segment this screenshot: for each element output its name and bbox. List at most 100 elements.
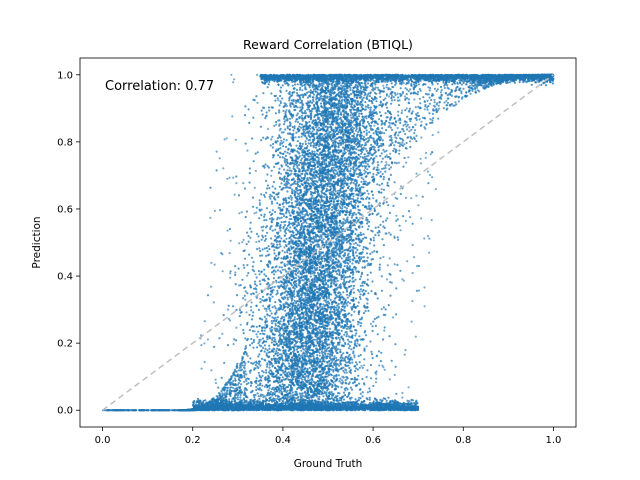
scatter-point [376,333,379,336]
scatter-point [395,219,398,222]
scatter-point [380,191,383,194]
scatter-point [340,386,343,389]
scatter-point [355,213,358,216]
scatter-point [299,86,302,89]
scatter-point [290,196,293,199]
scatter-point [387,87,390,90]
scatter-point [238,309,242,312]
scatter-point [348,366,351,370]
scatter-point [370,96,373,100]
scatter-point [417,264,420,268]
scatter-point [259,249,262,253]
scatter-point [255,304,258,307]
scatter-point [268,384,271,387]
scatter-point [339,210,342,213]
scatter-point [294,120,297,123]
scatter-point [295,92,299,95]
scatter-point [293,295,296,298]
scatter-point [274,352,277,356]
scatter-point [350,216,353,219]
scatter-point [359,231,362,234]
scatter-point [257,384,260,387]
scatter-point [355,345,358,348]
scatter-point [303,176,306,180]
scatter-point [346,321,349,324]
scatter-point [235,175,238,178]
scatter-point [338,338,341,341]
scatter-point [258,387,262,390]
scatter-point [243,114,247,117]
scatter-point [248,121,251,124]
scatter-point [319,340,322,343]
scatter-point [340,257,343,260]
scatter-point [292,266,295,269]
scatter-point [315,171,318,174]
scatter-point [278,104,281,107]
scatter-point [278,332,282,336]
scatter-point [263,344,266,347]
scatter-point [298,185,301,188]
scatter-point [360,176,363,179]
scatter-point [229,270,232,273]
scatter-point [326,271,329,274]
scatter-point [337,336,340,339]
scatter-point [382,225,385,228]
scatter-point [395,287,398,290]
scatter-point [299,106,302,109]
scatter-point [248,181,251,184]
scatter-point [258,344,261,347]
scatter-point [333,306,336,309]
scatter-point [260,238,263,241]
scatter-point [271,209,274,212]
scatter-point [351,262,354,265]
scatter-point [264,117,267,120]
scatter-point [283,123,286,126]
scatter-point [390,102,393,105]
scatter-point [327,352,330,355]
scatter-point [257,308,260,311]
scatter-point [340,84,343,87]
scatter-point [407,210,411,213]
scatter-point [257,330,260,333]
scatter-point [385,201,388,204]
scatter-point [246,292,249,295]
scatter-point [286,186,289,189]
scatter-point [317,326,321,329]
scatter-point [310,364,313,367]
scatter-point [271,229,274,232]
scatter-point [402,165,405,168]
scatter-point [252,338,256,342]
scatter-point [268,307,271,310]
scatter-point [232,305,235,308]
scatter-point [244,337,247,340]
scatter-point [339,137,342,140]
scatter-point [342,218,345,221]
scatter-point [362,96,365,99]
scatter-point [282,240,285,243]
scatter-point [338,306,341,309]
scatter-point [282,335,285,338]
scatter-point [292,165,295,168]
scatter-point [385,83,388,86]
scatter-point [308,348,311,352]
scatter-point [281,97,284,100]
scatter-point [368,111,371,114]
scatter-point [255,360,258,363]
scatter-point [316,354,319,357]
scatter-point [343,206,347,209]
scatter-point [295,144,298,147]
scatter-point [350,348,353,351]
scatter-point [364,138,368,141]
scatter-point [279,223,282,227]
scatter-point [389,233,392,236]
scatter-point [293,127,296,130]
scatter-point [213,345,216,348]
scatter-point [367,115,370,118]
scatter-point [365,165,368,168]
scatter-point [252,270,256,273]
scatter-point [281,84,284,87]
scatter-point [318,167,321,170]
scatter-point [396,236,399,239]
scatter-point [349,260,352,263]
scatter-point [268,347,271,350]
